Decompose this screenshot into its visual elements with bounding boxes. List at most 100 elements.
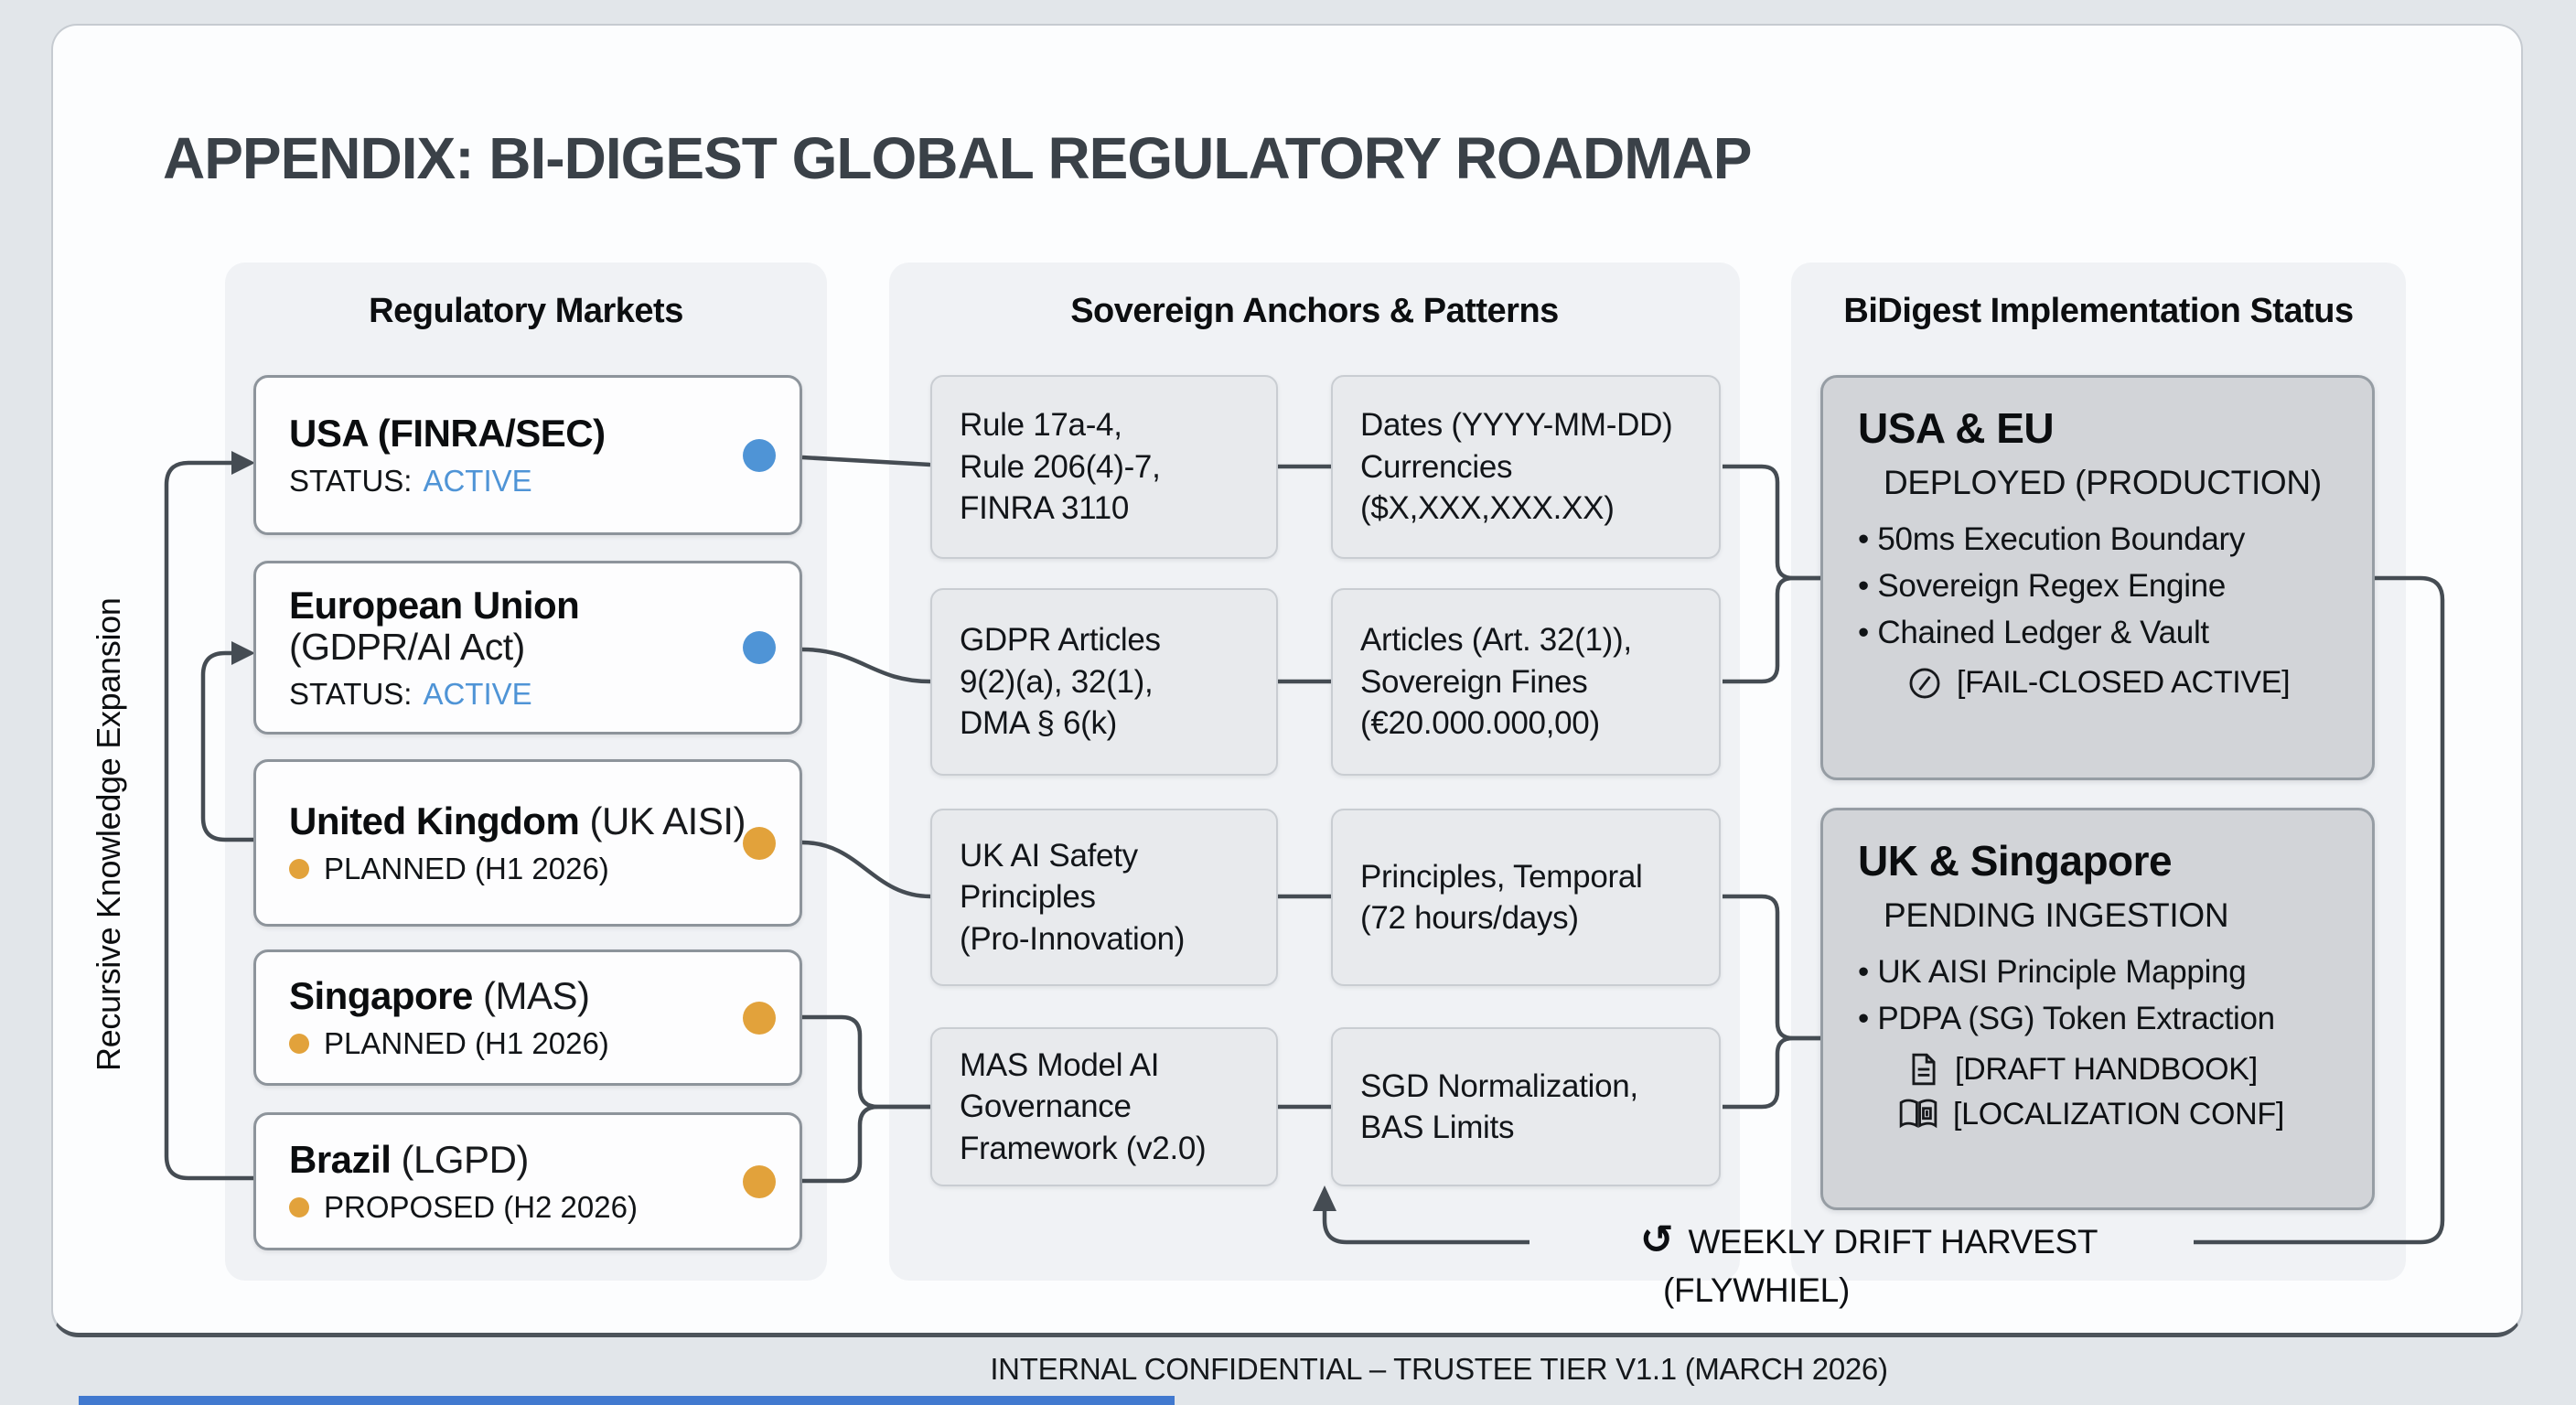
link-eu-anchor — [801, 647, 931, 684]
pattern-line: Sovereign Fines — [1360, 663, 1588, 700]
status-label: STATUS: — [289, 677, 413, 712]
anchor-line: GDPR Articles — [960, 622, 1161, 659]
merge-row3-uksg — [1723, 894, 1820, 1041]
market-name: European Union — [289, 583, 580, 627]
market-box-usa: USA (FINRA/SEC) STATUS: ACTIVE — [253, 375, 802, 535]
planned-status-dot — [743, 1001, 776, 1035]
loop-uk-to-eu — [200, 650, 253, 842]
pattern-line: Currencies — [1360, 448, 1513, 485]
status-text: PROPOSED (H2 2026) — [324, 1190, 638, 1225]
flywheel-sublabel: (FLYWHIEL) — [1663, 1271, 1850, 1309]
active-status-dot — [743, 631, 776, 664]
anchor-line: (Pro-Innovation) — [960, 920, 1186, 957]
proposed-dot-icon — [289, 1197, 309, 1218]
status-badge: [FAIL-CLOSED ACTIVE] — [1858, 665, 2350, 701]
recursive-expansion-label: Recursive Knowledge Expansion — [90, 597, 127, 1072]
market-name: United Kingdom (UK AISI) — [289, 799, 746, 842]
pattern-line: ($X,XXX,XXX.XX) — [1360, 490, 1615, 527]
status-subheading: DEPLOYED (PRODUCTION) — [1884, 464, 2322, 501]
link-brazil-anchor — [802, 1104, 930, 1184]
market-box-brazil: Brazil (LGPD) PROPOSED (H2 2026) — [253, 1112, 802, 1250]
market-name-line2: (GDPR/AI Act) — [289, 625, 525, 668]
anchor-line: UK AI Safety — [960, 837, 1138, 874]
flywheel-label: WEEKLY DRIFT HARVEST — [1688, 1223, 2098, 1260]
anchor-box-mas-framework: MAS Model AI Governance Framework (v2.0) — [930, 1027, 1278, 1186]
market-status: PLANNED (H1 2026) — [289, 1026, 726, 1061]
status-badge: [DRAFT HANDBOOK] — [1858, 1052, 2350, 1088]
status-bullet: PDPA (SG) Token Extraction — [1858, 996, 2350, 1043]
status-badge-label: [FAIL-CLOSED ACTIVE] — [1957, 665, 2291, 701]
pattern-line: (€20.000.000,00) — [1360, 705, 1600, 742]
pattern-line: Articles (Art. 32(1)), — [1360, 622, 1632, 659]
anchor-line: FINRA 3110 — [960, 490, 1130, 527]
pattern-box-sgd-normalization: SGD Normalization, BAS Limits — [1331, 1027, 1721, 1186]
panel-header-regulatory-markets: Regulatory Markets — [369, 292, 683, 330]
active-status-dot — [743, 438, 776, 472]
pattern-line: BAS Limits — [1360, 1110, 1515, 1145]
status-value: ACTIVE — [423, 464, 532, 499]
pattern-line: Dates (YYYY-MM-DD) — [1360, 407, 1673, 444]
status-heading: UK & Singapore — [1858, 837, 2173, 885]
flywheel-line-right — [2194, 575, 2445, 1245]
anchor-line: MAS Model AI — [960, 1046, 1160, 1083]
anchor-line: Principles — [960, 879, 1096, 916]
pattern-box-dates-currencies: Dates (YYYY-MM-DD) Currencies ($X,XXX,XX… — [1331, 375, 1721, 559]
anchor-line: 9(2)(a), 32(1), — [960, 663, 1154, 700]
panel-header-sovereign-anchors: Sovereign Anchors & Patterns — [1070, 292, 1559, 330]
market-box-eu: European Union (GDPR/AI Act) STATUS: ACT… — [253, 561, 802, 735]
market-box-uk: United Kingdom (UK AISI) PLANNED (H1 202… — [253, 759, 802, 927]
anchor-line: Rule 206(4)-7, — [960, 448, 1161, 485]
open-book-icon — [1898, 1098, 1938, 1131]
link-uk-anchor — [801, 840, 931, 899]
pattern-box-articles-fines: Articles (Art. 32(1)), Sovereign Fines (… — [1331, 588, 1721, 776]
market-status: PROPOSED (H2 2026) — [289, 1190, 726, 1225]
planned-status-dot — [743, 826, 776, 860]
status-bullet-list: 50ms Execution Boundary Sovereign Regex … — [1858, 517, 2350, 656]
market-name: USA (FINRA/SEC) — [289, 411, 606, 455]
status-label: STATUS: — [289, 464, 413, 499]
flywheel-annotation: ↺ WEEKLY DRIFT HARVEST — [1546, 1217, 2192, 1268]
anchor-box-gdpr: GDPR Articles 9(2)(a), 32(1), DMA § 6(k) — [930, 588, 1278, 776]
link-sg-anchor — [802, 1014, 930, 1110]
arrowhead-flywheel — [1313, 1185, 1336, 1211]
pattern-line: Principles, Temporal — [1360, 858, 1643, 895]
anchor-box-uk-ai-safety: UK AI Safety Principles (Pro-Innovation) — [930, 809, 1278, 986]
market-status: STATUS: ACTIVE — [289, 464, 726, 499]
status-subheading: PENDING INGESTION — [1884, 896, 2229, 934]
anchor-line: Framework (v2.0) — [960, 1130, 1207, 1166]
market-status: PLANNED (H1 2026) — [289, 852, 726, 886]
status-heading: USA & EU — [1858, 404, 2055, 452]
loop-brazil-to-usa — [164, 460, 253, 1181]
merge-row1-usaeu — [1723, 464, 1820, 581]
counterclockwise-arrow-icon: ↺ — [1639, 1217, 1674, 1263]
market-box-singapore: Singapore (MAS) PLANNED (H1 2026) — [253, 949, 802, 1086]
status-bullet: UK AISI Principle Mapping — [1858, 949, 2350, 996]
planned-dot-icon — [289, 1034, 309, 1055]
link-usa-anchor — [801, 455, 931, 467]
arrowhead-usa — [231, 451, 255, 475]
status-badge-label: [LOCALIZATION CONF] — [1953, 1096, 2285, 1132]
status-bullet-list: UK AISI Principle Mapping PDPA (SG) Toke… — [1858, 949, 2350, 1043]
status-text: PLANNED (H1 2026) — [324, 852, 609, 886]
status-bullet: Sovereign Regex Engine — [1858, 563, 2350, 610]
anchor-line: DMA § 6(k) — [960, 705, 1118, 742]
anchor-line: Governance — [960, 1089, 1132, 1125]
merge-row2-usaeu — [1723, 575, 1820, 684]
planned-dot-icon — [289, 859, 309, 880]
merge-row4-uksg — [1723, 1035, 1820, 1110]
pattern-box-principles-temporal: Principles, Temporal (72 hours/days) — [1331, 809, 1721, 986]
flywheel-line-left — [1322, 1209, 1530, 1245]
market-name: Brazil (LGPD) — [289, 1137, 529, 1181]
status-box-usa-eu: USA & EU DEPLOYED (PRODUCTION) 50ms Exec… — [1820, 375, 2375, 780]
document-icon — [1907, 1052, 1940, 1087]
arrowhead-eu — [231, 641, 255, 665]
status-badge: [LOCALIZATION CONF] — [1858, 1097, 2350, 1132]
panel-header-implementation-status: BiDigest Implementation Status — [1843, 292, 2354, 330]
anchor-box-usa-rules: Rule 17a-4, Rule 206(4)-7, FINRA 3110 — [930, 375, 1278, 559]
proposed-status-dot — [743, 1164, 776, 1198]
pattern-line: (72 hours/days) — [1360, 900, 1579, 936]
confidentiality-footer: INTERNAL CONFIDENTIAL – TRUSTEE TIER V1.… — [990, 1352, 1888, 1386]
status-badge-label: [DRAFT HANDBOOK] — [1955, 1051, 2258, 1087]
circle-slash-icon — [1907, 666, 1942, 701]
